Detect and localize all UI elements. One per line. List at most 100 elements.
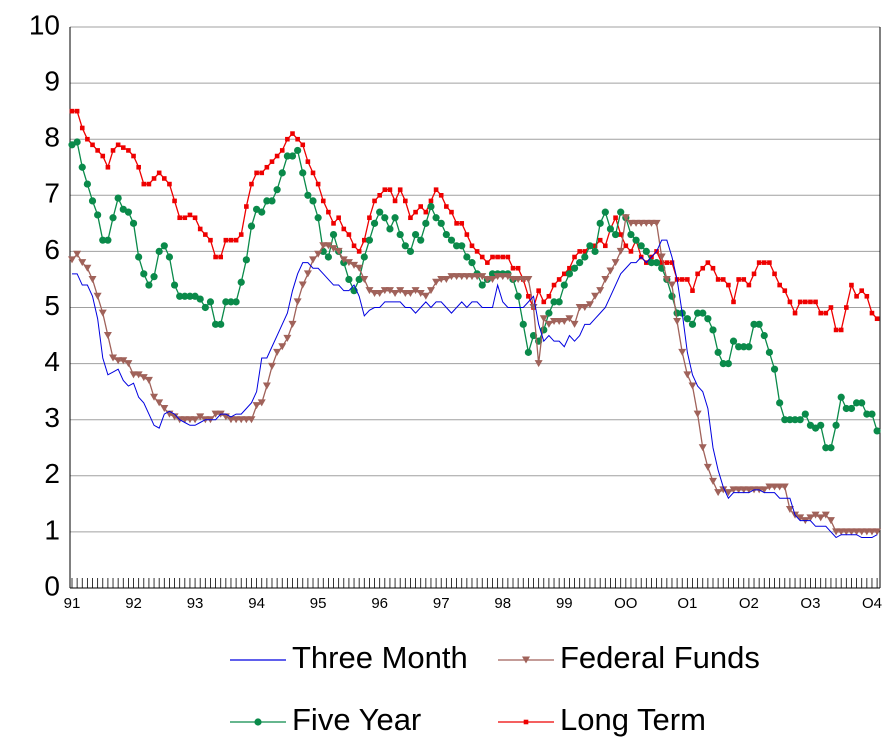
- point: [849, 282, 854, 288]
- point: [770, 365, 779, 373]
- point: [329, 230, 338, 239]
- point: [78, 163, 86, 171]
- point: [295, 136, 300, 142]
- point: [714, 489, 723, 497]
- point: [572, 254, 577, 260]
- point: [498, 273, 507, 281]
- x-tick-label: O4: [862, 595, 882, 612]
- point: [156, 170, 162, 176]
- point: [611, 230, 620, 239]
- point: [582, 249, 588, 254]
- point: [372, 198, 377, 204]
- point: [808, 299, 813, 305]
- point: [611, 259, 620, 267]
- point: [744, 486, 753, 494]
- point: [567, 265, 572, 271]
- point: [370, 289, 379, 297]
- point: [135, 253, 143, 261]
- point: [129, 219, 138, 227]
- point: [411, 287, 420, 295]
- point: [586, 242, 594, 250]
- point: [792, 310, 798, 316]
- point: [129, 371, 138, 379]
- point: [688, 320, 697, 328]
- x-tick-label: OO: [614, 595, 637, 612]
- point: [821, 511, 830, 519]
- y-tick-label: 9: [44, 65, 60, 96]
- x-tick-label: 94: [248, 595, 265, 612]
- point: [355, 275, 363, 284]
- point: [519, 275, 528, 283]
- point: [334, 247, 343, 255]
- point: [249, 181, 254, 187]
- point: [816, 514, 825, 522]
- point: [406, 289, 415, 297]
- point: [698, 444, 707, 452]
- point: [355, 264, 364, 272]
- point: [418, 204, 424, 209]
- point: [526, 293, 531, 299]
- point: [401, 242, 409, 250]
- point: [339, 256, 348, 264]
- point: [669, 260, 675, 265]
- point: [433, 187, 439, 192]
- point: [452, 273, 461, 281]
- point: [536, 288, 541, 293]
- point: [273, 186, 281, 194]
- point: [729, 337, 738, 345]
- point: [68, 256, 76, 264]
- point: [601, 275, 610, 283]
- point: [685, 277, 690, 282]
- point: [678, 348, 687, 356]
- point: [211, 410, 220, 418]
- point: [469, 243, 475, 249]
- point: [222, 298, 230, 306]
- point: [365, 236, 374, 244]
- point: [801, 410, 809, 418]
- point: [667, 281, 676, 289]
- point: [176, 292, 184, 300]
- point: [391, 289, 400, 297]
- point: [874, 316, 880, 322]
- point: [361, 237, 367, 243]
- point: [473, 273, 482, 281]
- point: [283, 152, 291, 160]
- point: [560, 318, 569, 326]
- point: [647, 259, 656, 267]
- point: [474, 249, 480, 254]
- point: [73, 250, 82, 258]
- y-tick-label: 10: [29, 9, 60, 40]
- point: [664, 260, 670, 265]
- point: [596, 219, 604, 227]
- point: [873, 528, 882, 536]
- point: [162, 176, 167, 181]
- point: [442, 230, 450, 239]
- point: [115, 142, 121, 148]
- point: [710, 265, 716, 271]
- point: [628, 249, 634, 254]
- point: [838, 327, 844, 333]
- point: [459, 221, 465, 226]
- point: [505, 254, 511, 260]
- point: [83, 264, 92, 272]
- point: [833, 327, 839, 333]
- point: [852, 528, 861, 536]
- legend-label: Three Month: [292, 640, 468, 675]
- point: [577, 249, 582, 254]
- series: [68, 138, 881, 452]
- point: [550, 298, 558, 306]
- point: [693, 410, 702, 418]
- y-tick-label: 5: [44, 290, 60, 321]
- point: [770, 483, 779, 491]
- point: [745, 343, 753, 351]
- point: [782, 288, 788, 293]
- point: [259, 170, 265, 176]
- point: [192, 215, 198, 221]
- point: [416, 289, 425, 297]
- point: [310, 170, 316, 176]
- point: [411, 230, 420, 239]
- point: [314, 214, 322, 222]
- point: [319, 242, 328, 250]
- point: [546, 293, 552, 299]
- point: [110, 148, 116, 153]
